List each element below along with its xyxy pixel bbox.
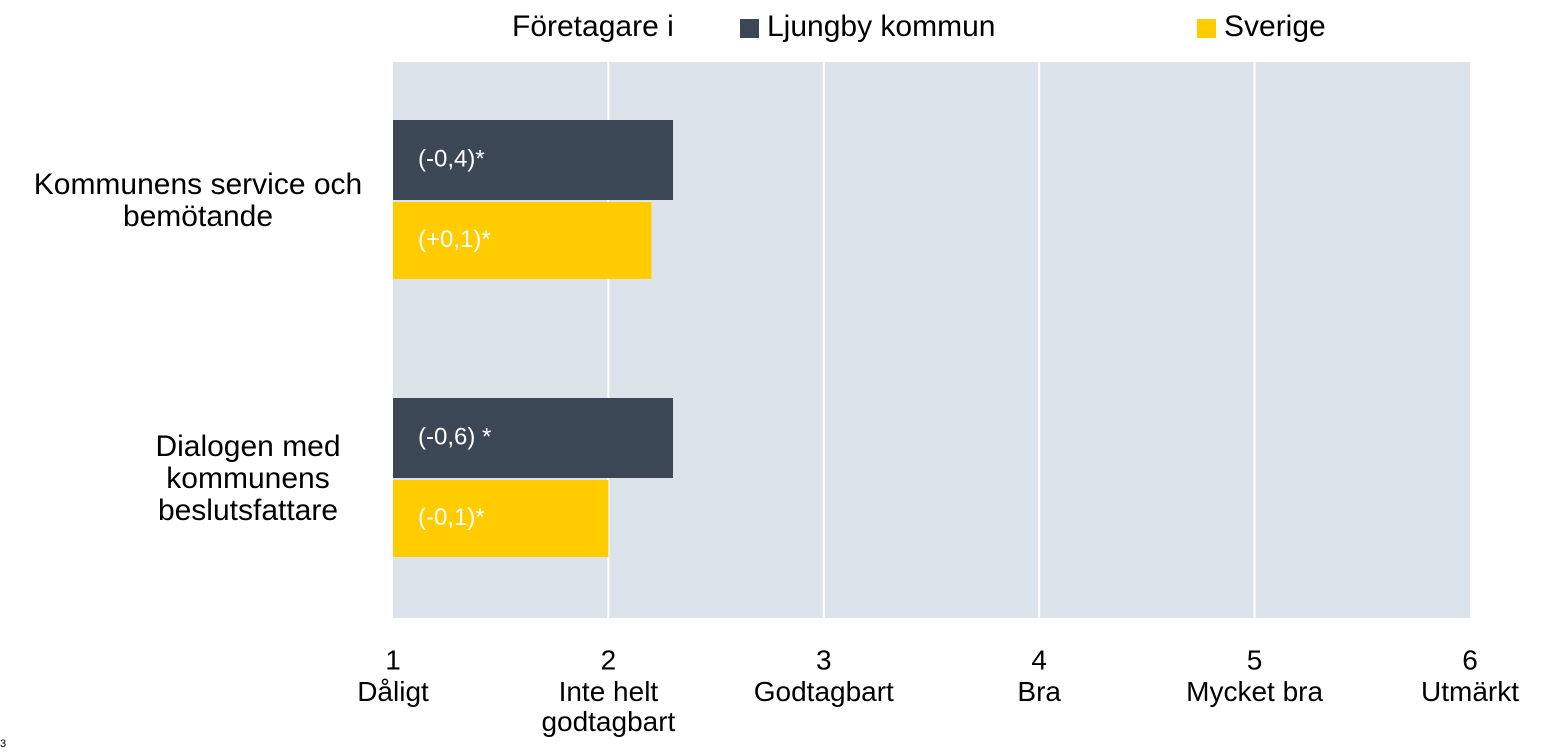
category-label: Dialogen med kommunens beslutsfattare <box>155 430 341 527</box>
bar <box>393 202 652 279</box>
page-number: 3 <box>0 738 7 750</box>
category-label: Kommunens service och bemötande <box>33 168 363 233</box>
legend-label: Sverige <box>1224 10 1326 43</box>
bar-annotation: (+0,1)* <box>418 226 491 253</box>
bar <box>393 398 674 478</box>
x-tick-description: Dåligt <box>357 676 429 707</box>
x-tick-description: Bra <box>1017 676 1061 707</box>
bar <box>393 480 609 557</box>
x-tick-description: Inte helt godtagbart <box>541 676 676 737</box>
bar-annotation: (-0,6) * <box>418 423 491 450</box>
x-tick-label: 3 <box>816 644 832 675</box>
x-tick-label: 6 <box>1462 644 1478 675</box>
x-tick-label: 5 <box>1247 644 1263 675</box>
bar <box>393 120 674 200</box>
legend-swatch <box>1197 19 1216 38</box>
x-tick-description: Mycket bra <box>1186 676 1324 707</box>
x-tick-description: Utmärkt <box>1421 676 1519 707</box>
x-tick-label: 2 <box>601 644 617 675</box>
x-tick-description: Godtagbart <box>753 676 894 707</box>
legend-label: Ljungby kommun <box>767 10 995 43</box>
bar-annotation: (-0,1)* <box>418 504 485 531</box>
bar-annotation: (-0,4)* <box>418 145 485 172</box>
legend-title: Företagare i <box>512 10 674 43</box>
x-tick-label: 4 <box>1031 644 1047 675</box>
x-tick-label: 1 <box>385 644 401 675</box>
legend-swatch <box>740 19 759 38</box>
